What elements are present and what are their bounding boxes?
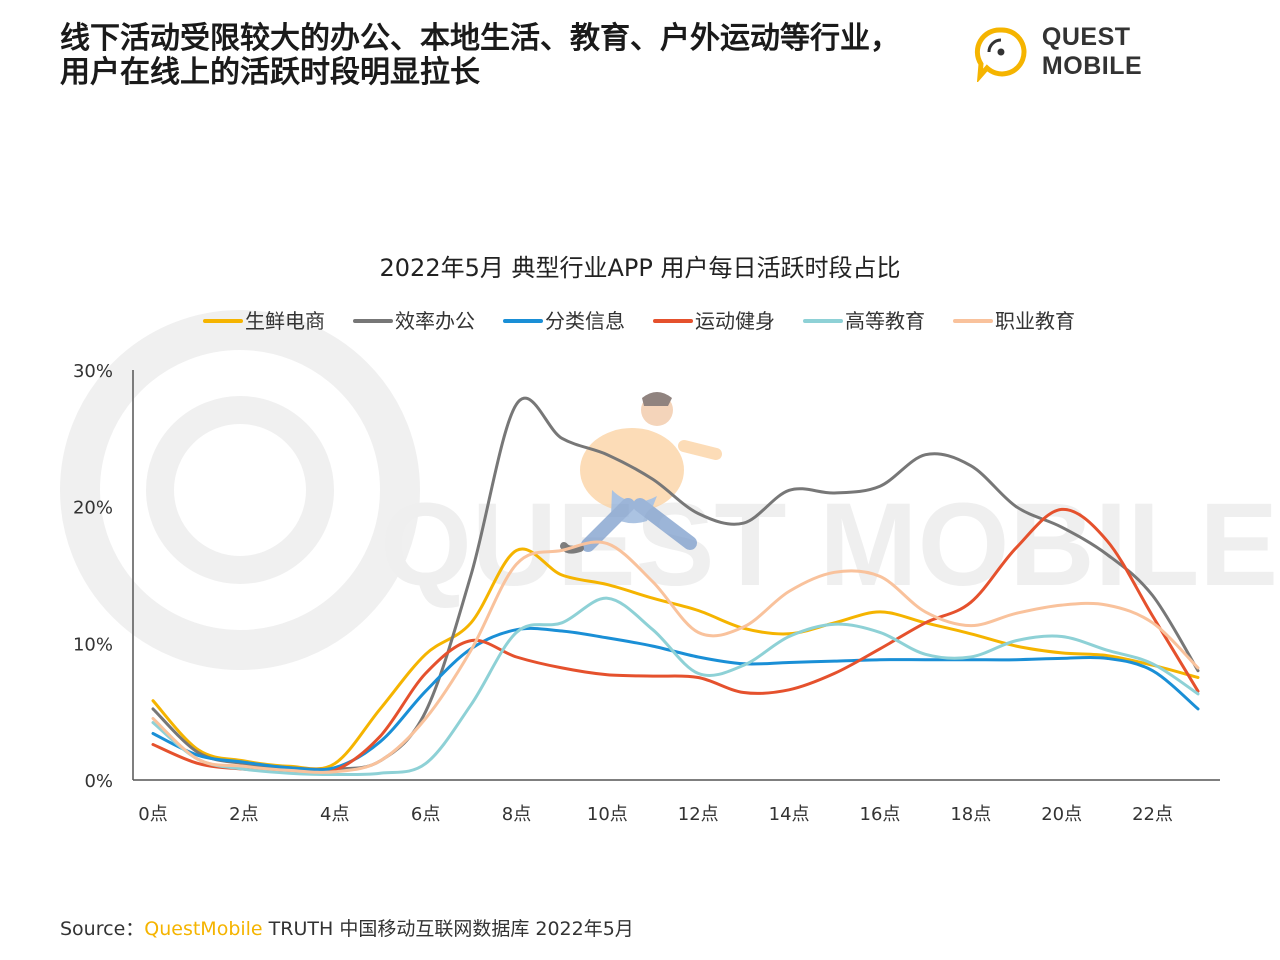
watermark: QUEST MOBILE bbox=[60, 310, 1278, 670]
x-tick-label: 22点 bbox=[1132, 804, 1173, 825]
legend-label: 职业教育 bbox=[995, 309, 1075, 333]
legend-item: 运动健身 bbox=[653, 309, 775, 333]
x-tick-label: 0点 bbox=[138, 804, 167, 825]
watermark-text: QUEST MOBILE bbox=[380, 479, 1278, 611]
chart-title: 2022年5月 典型行业APP 用户每日活跃时段占比 bbox=[380, 254, 901, 282]
legend-item: 效率办公 bbox=[353, 309, 475, 333]
x-tick-label: 2点 bbox=[229, 804, 258, 825]
x-tick-label: 8点 bbox=[502, 804, 531, 825]
watermark-ring-icon bbox=[60, 310, 420, 670]
y-tick-label: 10% bbox=[73, 634, 113, 655]
legend-item: 生鲜电商 bbox=[203, 309, 325, 333]
legend-label: 运动健身 bbox=[695, 309, 775, 333]
logo-mark-icon bbox=[974, 27, 1027, 82]
x-tick-label: 20点 bbox=[1041, 804, 1082, 825]
chart: QUEST MOBILE 2022年5月 典型行业APP 用户每日活跃时段占比 … bbox=[60, 254, 1278, 825]
x-tick-label: 4点 bbox=[320, 804, 349, 825]
legend-label: 生鲜电商 bbox=[245, 309, 325, 333]
x-axis-ticks: 0点 2点 4点 6点 8点 10点 12点 14点 16点 18点 20点 22点 bbox=[138, 804, 1173, 825]
legend-label: 效率办公 bbox=[395, 309, 475, 333]
legend-item: 职业教育 bbox=[953, 309, 1075, 333]
source-brand: QuestMobile bbox=[144, 918, 263, 940]
legend-label: 分类信息 bbox=[545, 309, 625, 333]
legend-label: 高等教育 bbox=[845, 309, 925, 333]
y-tick-label: 0% bbox=[84, 771, 113, 792]
runner-illustration-icon bbox=[560, 392, 722, 554]
series-line-5 bbox=[151, 596, 1200, 777]
logo-text: QUEST MOBILE bbox=[1041, 23, 1143, 80]
y-tick-label: 30% bbox=[73, 361, 113, 382]
chart-series bbox=[151, 396, 1200, 777]
series-line-6 bbox=[151, 540, 1200, 774]
x-tick-label: 6点 bbox=[411, 804, 440, 825]
y-axis-ticks: 0% 10% 20% 30% bbox=[73, 361, 113, 792]
headline-line-1: 线下活动受限较大的办公、本地生活、教育、户外运动等行业， bbox=[60, 21, 900, 56]
source-note: Source：QuestMobile TRUTH 中国移动互联网数据库 2022… bbox=[60, 914, 634, 941]
series-line-1 bbox=[151, 547, 1200, 771]
source-prefix: Source： bbox=[60, 918, 145, 940]
x-tick-label: 18点 bbox=[950, 804, 991, 825]
source-rest: TRUTH 中国移动互联网数据库 2022年5月 bbox=[262, 918, 634, 940]
x-tick-label: 16点 bbox=[860, 804, 901, 825]
x-tick-label: 14点 bbox=[769, 804, 810, 825]
quest-mobile-logo: QUEST MOBILE bbox=[968, 22, 1238, 82]
headline-line-2: 用户在线上的活跃时段明显拉长 bbox=[60, 55, 480, 90]
legend-item: 高等教育 bbox=[803, 309, 925, 333]
x-tick-label: 10点 bbox=[587, 804, 628, 825]
y-tick-label: 20% bbox=[73, 498, 113, 519]
chart-legend: 生鲜电商 效率办公 分类信息 运动健身 高等教育 职业教育 bbox=[203, 309, 1075, 333]
x-tick-label: 12点 bbox=[678, 804, 719, 825]
headline: 线下活动受限较大的办公、本地生活、教育、户外运动等行业， 用户在线上的活跃时段明… bbox=[60, 22, 960, 90]
watermark-inner-ring-icon bbox=[146, 396, 334, 584]
legend-item: 分类信息 bbox=[503, 309, 625, 333]
